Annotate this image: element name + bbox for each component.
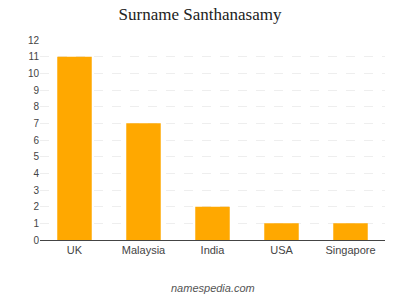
svg-text:Singapore: Singapore <box>325 244 375 256</box>
svg-text:USA: USA <box>270 244 293 256</box>
svg-text:7: 7 <box>33 118 39 129</box>
svg-text:0: 0 <box>33 235 39 246</box>
svg-text:2: 2 <box>33 201 39 212</box>
svg-text:12: 12 <box>28 35 40 46</box>
svg-text:11: 11 <box>29 51 40 62</box>
svg-text:6: 6 <box>33 135 39 146</box>
svg-text:1: 1 <box>33 218 39 229</box>
svg-text:10: 10 <box>28 68 40 79</box>
svg-text:9: 9 <box>33 85 39 96</box>
svg-text:Surname Santhanasamy: Surname Santhanasamy <box>119 5 282 24</box>
svg-text:UK: UK <box>67 244 83 256</box>
svg-text:3: 3 <box>33 185 39 196</box>
svg-text:India: India <box>201 244 226 256</box>
svg-text:8: 8 <box>33 101 39 112</box>
svg-text:5: 5 <box>33 151 39 162</box>
svg-text:4: 4 <box>33 168 39 179</box>
svg-text:Malaysia: Malaysia <box>122 244 166 256</box>
svg-text:namespedia.com: namespedia.com <box>171 282 255 294</box>
